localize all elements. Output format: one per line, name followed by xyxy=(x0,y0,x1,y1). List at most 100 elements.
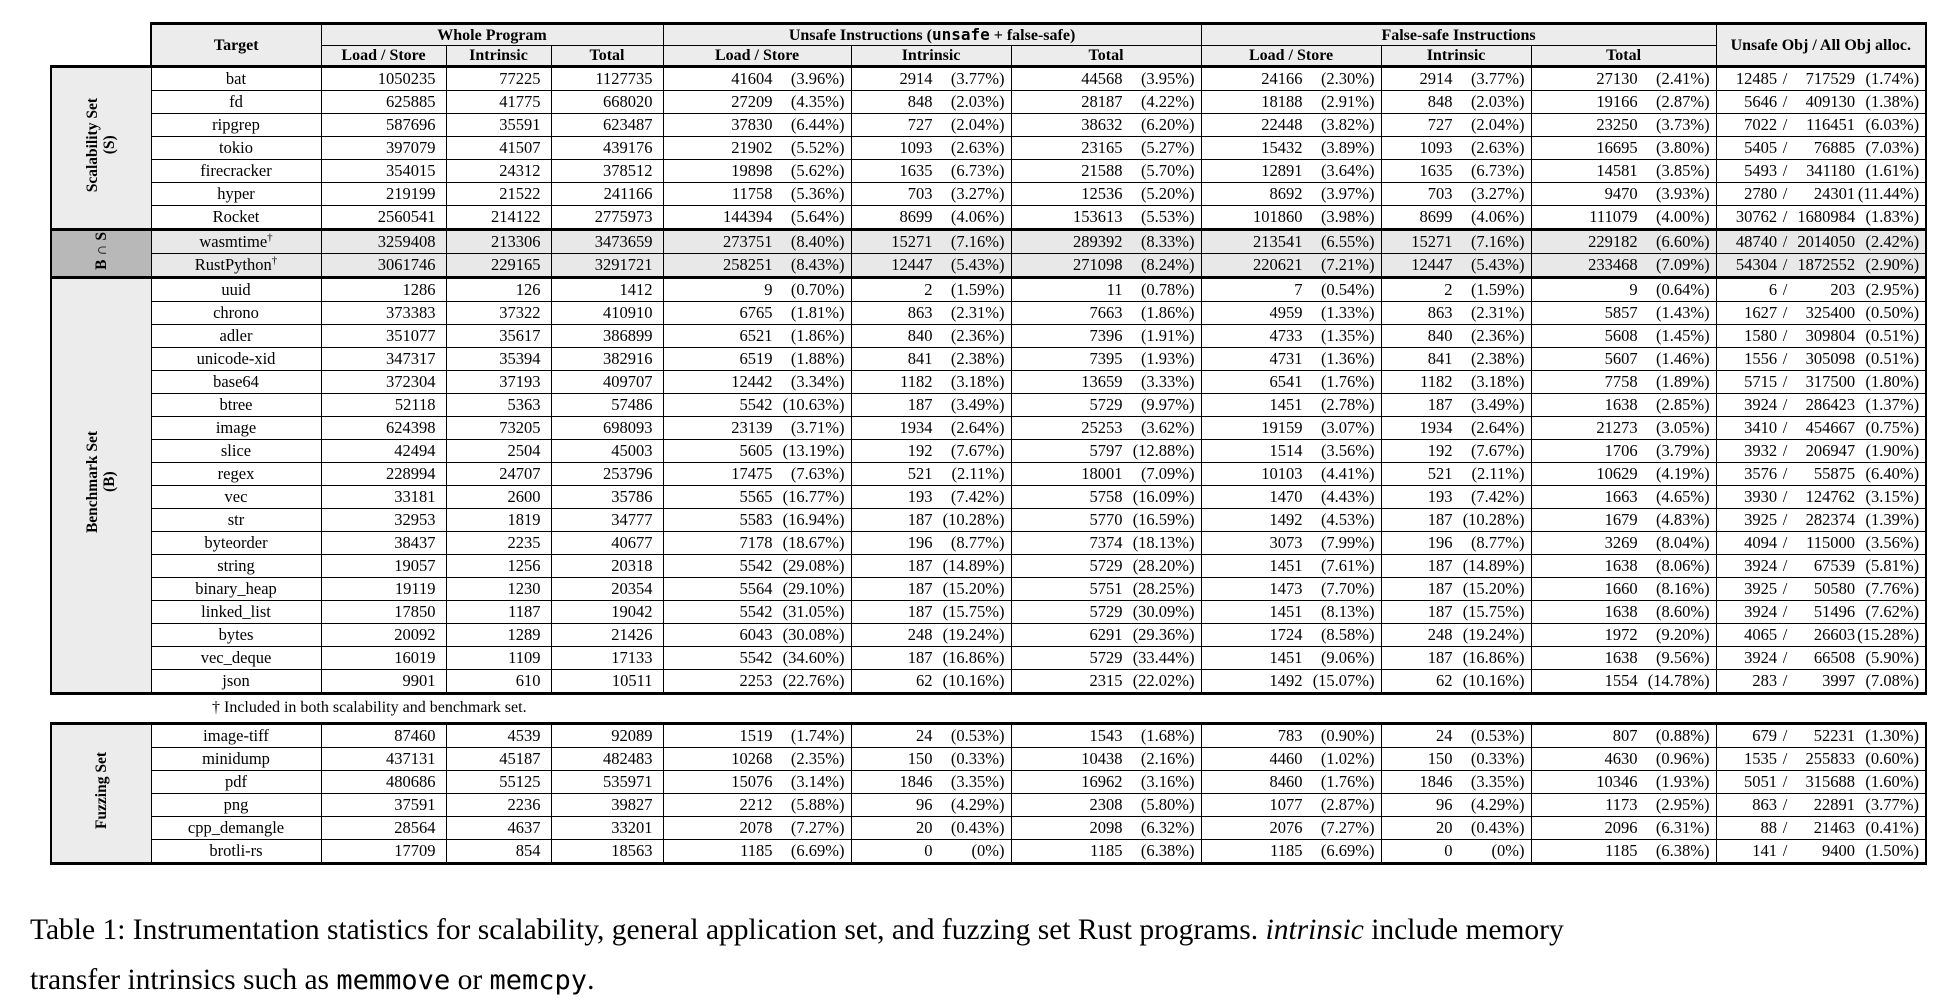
table-row-hyper: hyper 219199 21522 241166 11758 (5.36%) 703 (3.… xyxy=(51,182,1928,206)
target-cell: Rocket xyxy=(150,205,322,230)
table-footnote: † Included in both scalability and bench… xyxy=(212,699,527,716)
false-safe-total-cell: 1638 (8.06%) xyxy=(1530,554,1717,578)
unsafe-total-cell: 10438 (2.16%) xyxy=(1010,747,1202,771)
false-safe-intrinsic-cell: 2 (1.59%) xyxy=(1380,276,1532,302)
unsafe-load-store-cell: 5605 (13.19%) xyxy=(662,439,852,463)
unsafe-total-cell: 2315 (22.02%) xyxy=(1010,669,1202,695)
obj-alloc-cell: 7022/116451 (6.03%) xyxy=(1715,113,1928,137)
false-safe-total-cell: 19166 (2.87%) xyxy=(1530,90,1717,114)
whole-program-load-store-cell: 1050235 xyxy=(320,65,447,91)
false-safe-total-cell: 9470 (3.93%) xyxy=(1530,182,1717,206)
unsafe-load-store-cell: 27209 (4.35%) xyxy=(662,90,852,114)
false-safe-total-cell: 1660 (8.16%) xyxy=(1530,577,1717,601)
false-safe-intrinsic-cell: 1182 (3.18%) xyxy=(1380,370,1532,394)
whole-program-load-store-cell: 52118 xyxy=(320,393,447,417)
instrumentation-table: Target Whole Program Unsafe Instructions… xyxy=(50,22,1928,695)
unsafe-intrinsic-cell: 2914 (3.77%) xyxy=(850,65,1012,91)
main-table-body: Scalability Set (S) bat 1050235 77225 112773… xyxy=(50,65,1928,695)
false-safe-load-store-cell: 19159 (3.07%) xyxy=(1200,416,1382,440)
table-row-png: png 37591 2236 39827 2212 (5.88%) 96 (4.29%) 230… xyxy=(51,793,1927,817)
unsafe-keyword: unsafe xyxy=(931,25,990,45)
whole-program-total-cell: 623487 xyxy=(550,113,664,137)
unsafe-intrinsic-cell: 187 (14.89%) xyxy=(850,554,1012,578)
obj-alloc-cell: 3924/67539 (5.81%) xyxy=(1715,554,1928,578)
unsafe-load-store-cell: 5542 (29.08%) xyxy=(662,554,852,578)
unsafe-intrinsic-cell: 187 (3.49%) xyxy=(850,393,1012,417)
target-cell: binary_heap xyxy=(150,577,322,601)
table-row-str: str 32953 1819 34777 5583 (16.94%) 187 (10.28%)… xyxy=(51,508,1928,532)
unsafe-intrinsic-cell: 150 (0.33%) xyxy=(850,747,1012,771)
whole-program-intrinsic-cell: 229165 xyxy=(445,253,552,278)
unsafe-total-cell: 5770 (16.59%) xyxy=(1010,508,1202,532)
false-safe-intrinsic-cell: 24 (0.53%) xyxy=(1380,722,1532,748)
false-safe-intrinsic-cell: 15271 (7.16%) xyxy=(1380,228,1532,254)
unsafe-total-cell: 16962 (3.16%) xyxy=(1010,770,1202,794)
section-label-text-intersection: B ∩ S xyxy=(92,231,110,270)
whole-program-load-store-cell: 228994 xyxy=(320,462,447,486)
false-safe-total-cell: 1638 (2.85%) xyxy=(1530,393,1717,417)
unsafe-load-store-header: Load / Store xyxy=(662,45,852,67)
target-cell: cpp_demangle xyxy=(150,816,322,840)
target-cell: byteorder xyxy=(150,531,322,555)
false-safe-total-cell: 5607 (1.46%) xyxy=(1530,347,1717,371)
false-safe-load-store-cell: 1451 (8.13%) xyxy=(1200,600,1382,624)
whole-program-intrinsic-cell: 41507 xyxy=(445,136,552,160)
obj-alloc-cell: 5051/315688 (1.60%) xyxy=(1715,770,1927,794)
false-safe-intrinsic-cell: 1846 (3.35%) xyxy=(1380,770,1532,794)
table-row-cpp_demangle: cpp_demangle 28564 4637 33201 2078 (7.27%) 20(… xyxy=(51,816,1927,840)
unsafe-intrinsic-cell: 192 (7.67%) xyxy=(850,439,1012,463)
false-safe-intrinsic-cell: 187 (10.28%) xyxy=(1380,508,1532,532)
unsafe-instructions-header: Unsafe Instructions (unsafe + false-safe… xyxy=(662,22,1202,46)
whole-program-intrinsic-cell: 1230 xyxy=(445,577,552,601)
false-safe-load-store-cell: 7 (0.54%) xyxy=(1200,276,1382,302)
false-safe-load-store-cell: 15432 (3.89%) xyxy=(1200,136,1382,160)
whole-program-total-cell: 2775973 xyxy=(550,205,664,230)
whole-program-intrinsic-cell: 126 xyxy=(445,276,552,302)
unsafe-header-suffix: + false-safe) xyxy=(989,27,1076,44)
false-safe-total-cell: 3269 (8.04%) xyxy=(1530,531,1717,555)
false-safe-intrinsic-cell: 840 (2.36%) xyxy=(1380,324,1532,348)
unsafe-load-store-cell: 6519 (1.88%) xyxy=(662,347,852,371)
whole-program-load-store-cell: 28564 xyxy=(320,816,447,840)
target-cell: pdf xyxy=(150,770,322,794)
false-safe-instructions-header: False-safe Instructions xyxy=(1200,22,1717,46)
unsafe-intrinsic-cell: 187 (16.86%) xyxy=(850,646,1012,670)
whole-program-intrinsic-cell: 2236 xyxy=(445,793,552,817)
false-safe-total-cell: 9 (0.64%) xyxy=(1530,276,1717,302)
unsafe-total-cell: 1543 (1.68%) xyxy=(1010,722,1202,748)
unsafe-load-store-cell: 5565 (16.77%) xyxy=(662,485,852,509)
whole-program-total-cell: 1127735 xyxy=(550,65,664,91)
table-row-bytes: bytes 20092 1289 21426 6043 (30.08%) 248 (19.24… xyxy=(51,623,1928,647)
whole-program-total-cell: 18563 xyxy=(550,839,664,865)
false-safe-intrinsic-cell: 187 (3.49%) xyxy=(1380,393,1532,417)
whole-program-total-cell: 92089 xyxy=(550,722,664,748)
unsafe-total-cell: 5751 (28.25%) xyxy=(1010,577,1202,601)
obj-alloc-cell: 863/22891 (3.77%) xyxy=(1715,793,1927,817)
unsafe-total-cell: 153613 (5.53%) xyxy=(1010,205,1202,230)
unsafe-total-cell: 6291 (29.36%) xyxy=(1010,623,1202,647)
whole-program-intrinsic-cell: 2504 xyxy=(445,439,552,463)
obj-alloc-cell: 141/9400 (1.50%) xyxy=(1715,839,1927,865)
whole-program-total-cell: 698093 xyxy=(550,416,664,440)
false-safe-load-store-cell: 4460 (1.02%) xyxy=(1200,747,1382,771)
whole-program-load-store-cell: 37591 xyxy=(320,793,447,817)
false-safe-total-cell: 1638 (9.56%) xyxy=(1530,646,1717,670)
unsafe-total-cell: 7663 (1.86%) xyxy=(1010,301,1202,325)
whole-program-total-cell: 3291721 xyxy=(550,253,664,278)
false-safe-intrinsic-cell: 96 (4.29%) xyxy=(1380,793,1532,817)
unsafe-total-cell: 18001 (7.09%) xyxy=(1010,462,1202,486)
whole-program-intrinsic-cell: 55125 xyxy=(445,770,552,794)
false-safe-intrinsic-cell: 12447 (5.43%) xyxy=(1380,253,1532,278)
unsafe-intrinsic-cell: 96 (4.29%) xyxy=(850,793,1012,817)
whole-program-total-cell: 33201 xyxy=(550,816,664,840)
table-row-uuid: Benchmark Set (B) uuid 1286 126 1412 9 (0.70%)… xyxy=(50,276,1928,695)
unsafe-load-store-cell: 12442 (3.34%) xyxy=(662,370,852,394)
false-safe-load-store-cell: 3073 (7.99%) xyxy=(1200,531,1382,555)
whole-program-intrinsic-cell: 5363 xyxy=(445,393,552,417)
unsafe-total-cell: 2098 (6.32%) xyxy=(1010,816,1202,840)
whole-program-intrinsic-cell: 21522 xyxy=(445,182,552,206)
whole-program-total-cell: 19042 xyxy=(550,600,664,624)
obj-alloc-cell: 2780/24301 (11.44%) xyxy=(1715,182,1928,206)
unsafe-intrinsic-cell: 848 (2.03%) xyxy=(850,90,1012,114)
unsafe-load-store-cell: 2253 (22.76%) xyxy=(662,669,852,695)
